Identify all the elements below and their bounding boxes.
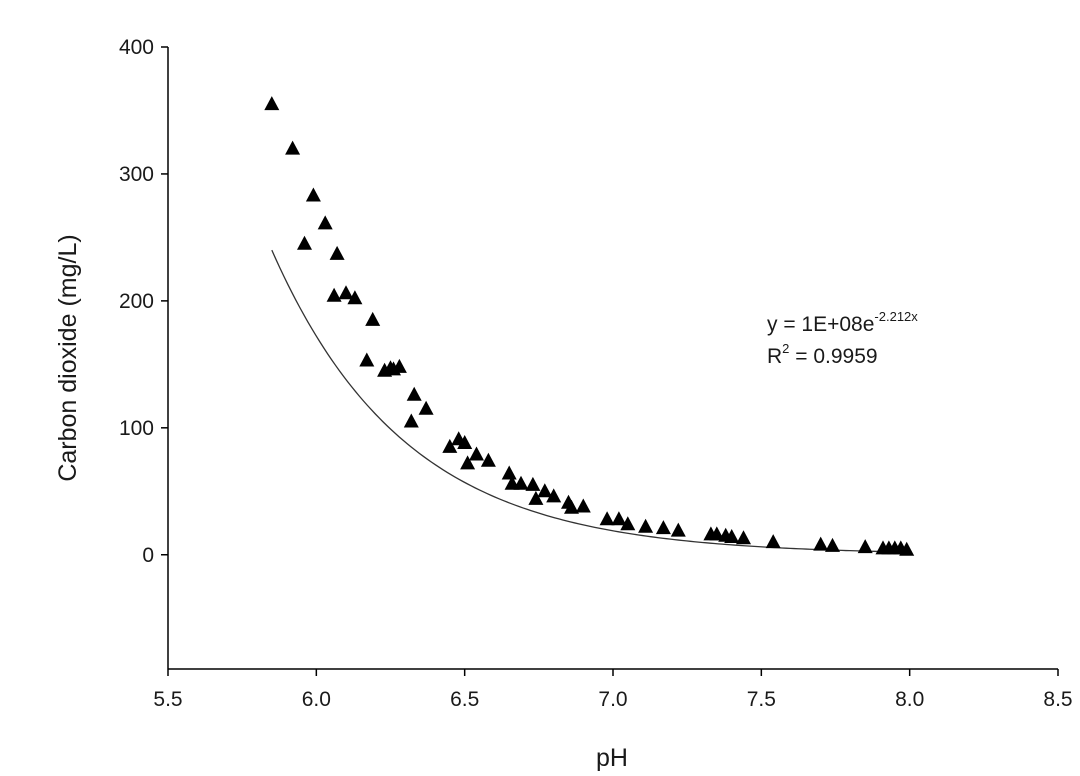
data-point xyxy=(442,438,458,453)
r-squared-value: = 0.9959 xyxy=(789,345,877,368)
r-squared-superscript: 2 xyxy=(782,341,789,356)
x-tick-label: 8.0 xyxy=(895,688,924,711)
data-point xyxy=(513,475,529,490)
x-tick-label: 6.5 xyxy=(450,688,479,711)
x-tick-label: 6.0 xyxy=(302,688,331,711)
data-point xyxy=(338,285,354,300)
data-point xyxy=(460,455,476,470)
data-point xyxy=(525,476,541,491)
data-point xyxy=(406,386,422,401)
data-point xyxy=(403,413,419,428)
data-point xyxy=(326,287,342,302)
data-point xyxy=(305,187,321,202)
y-axis-ticks: 0 100 200 300 400 xyxy=(119,36,168,567)
data-point xyxy=(391,358,407,373)
data-point xyxy=(418,400,434,415)
x-tick-label: 7.0 xyxy=(598,688,627,711)
data-point xyxy=(620,516,636,531)
y-axis-title: Carbon dioxide (mg/L) xyxy=(54,234,82,481)
plot-area: 5.5 6.0 6.5 7.0 7.5 8.0 8.5 0 100 200 300 400 xyxy=(119,36,1073,711)
data-point xyxy=(264,96,280,111)
data-point xyxy=(347,290,363,305)
x-tick-label: 8.5 xyxy=(1043,688,1072,711)
data-point xyxy=(317,215,333,230)
data-point xyxy=(329,245,345,260)
data-point xyxy=(480,452,496,467)
y-tick-label: 400 xyxy=(119,36,154,59)
data-point xyxy=(575,498,591,513)
data-point xyxy=(655,520,671,535)
x-axis-ticks: 5.5 6.0 6.5 7.0 7.5 8.0 8.5 xyxy=(153,669,1073,711)
data-point xyxy=(765,534,781,549)
data-point xyxy=(857,539,873,554)
data-points xyxy=(264,96,915,556)
equation-main: y = 1E+08e xyxy=(767,313,874,336)
r-squared-text: R2 = 0.9959 xyxy=(767,341,878,368)
equation-exponent: -2.212x xyxy=(874,309,918,324)
data-point xyxy=(457,435,473,449)
x-tick-label: 7.5 xyxy=(747,688,776,711)
data-point xyxy=(297,235,312,250)
data-point xyxy=(611,511,627,526)
data-point xyxy=(670,522,686,537)
y-tick-label: 0 xyxy=(142,544,154,567)
data-point xyxy=(501,465,517,480)
data-point xyxy=(564,499,579,514)
data-point xyxy=(736,530,751,545)
x-tick-label: 5.5 xyxy=(153,688,182,711)
data-point xyxy=(359,352,375,367)
data-point xyxy=(537,483,553,498)
y-tick-label: 100 xyxy=(119,417,154,440)
trendline-curve xyxy=(271,249,910,553)
data-point xyxy=(724,529,740,543)
data-point xyxy=(285,140,301,155)
data-point xyxy=(709,526,725,541)
equation-text: y = 1E+08e-2.212x xyxy=(767,309,918,336)
data-point xyxy=(638,518,654,533)
trendline-annotation: y = 1E+08e-2.212x R2 = 0.9959 xyxy=(767,309,918,368)
data-point xyxy=(528,490,544,505)
data-point xyxy=(469,446,484,461)
x-axis-title: pH xyxy=(596,744,628,772)
y-tick-label: 200 xyxy=(119,290,154,313)
y-tick-label: 300 xyxy=(119,163,154,186)
data-point xyxy=(546,488,562,503)
data-point xyxy=(599,511,615,526)
data-point xyxy=(899,541,915,556)
data-point xyxy=(825,537,840,552)
r-squared-label: R xyxy=(767,345,782,368)
data-point xyxy=(365,311,381,326)
data-point xyxy=(813,536,829,551)
